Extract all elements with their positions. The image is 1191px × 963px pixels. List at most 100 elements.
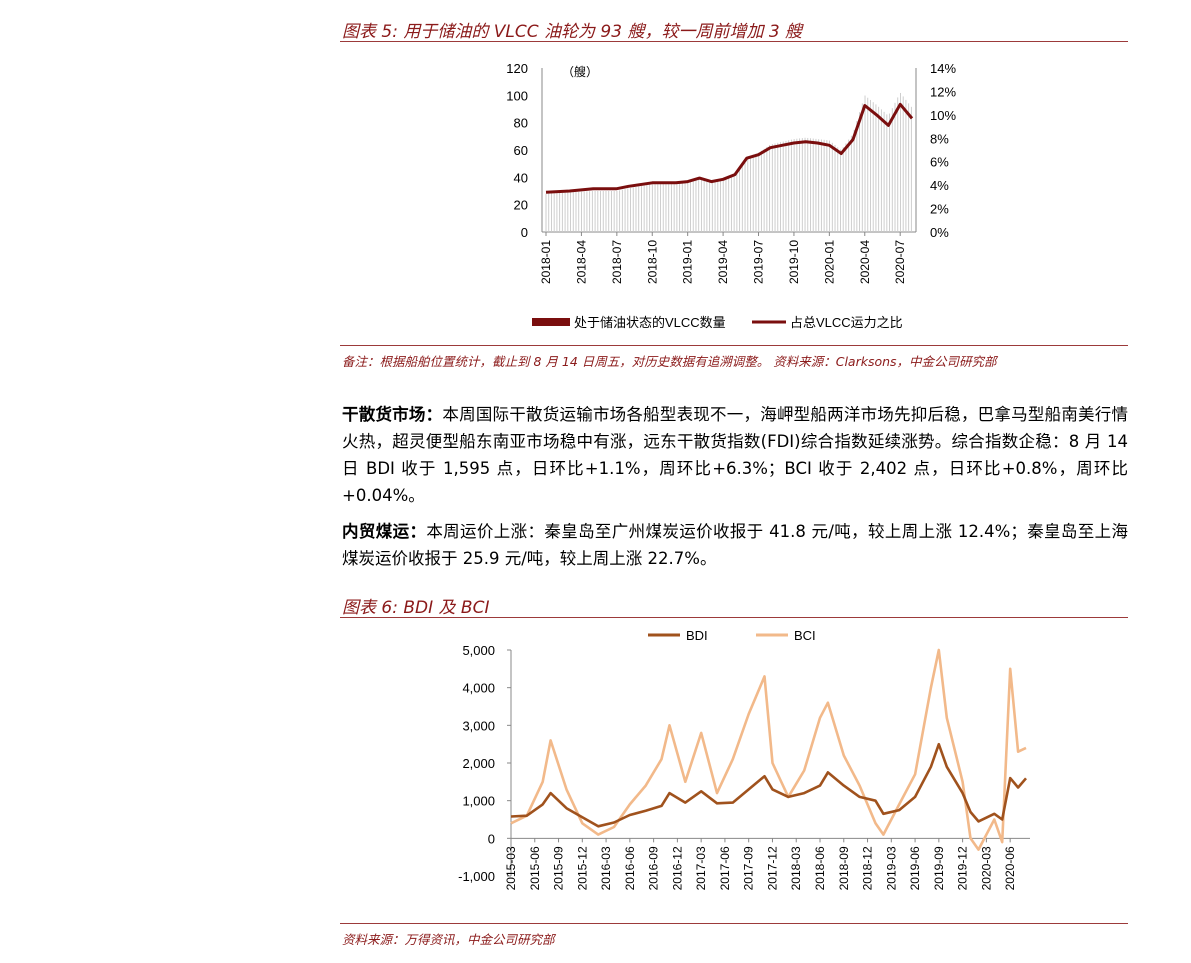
bar [690,181,691,232]
x-tick-label: 2015-06 [528,846,542,890]
x-tick-label: 2020-04 [858,240,872,284]
bar [829,140,831,232]
bar [875,104,877,232]
figure6-top-rule [340,617,1128,618]
bar [624,189,626,232]
bar [900,92,901,232]
bar [823,139,825,232]
bar [818,139,820,232]
y2-tick-label: 10% [930,108,956,123]
bar [567,192,569,232]
bar [763,148,765,232]
bar [788,140,790,232]
bar [717,181,719,232]
y-tick-label: 20 [514,198,528,213]
bar [608,191,610,232]
bar [861,103,863,232]
figure5-note: 备注：根据船舶位置统计，截止到 8 月 14 日周五，对历史数据有追溯调整。 资… [342,354,997,369]
bar [572,192,574,232]
unit-label: （艘） [562,64,598,79]
x-tick-label: 2018-10 [645,240,659,284]
y-tick-label: 0 [521,225,528,240]
y2-tick-label: 8% [930,131,949,146]
y-tick-label: 2,000 [462,756,495,771]
bar [845,143,847,232]
x-tick-label: 2017-06 [718,846,732,890]
legend-swatch-bar [532,318,570,326]
bar [594,191,596,232]
bar [553,193,555,232]
bar [810,138,811,232]
x-tick-label: 2019-03 [884,846,898,890]
bar [714,181,716,232]
bar [804,137,806,232]
bar [545,193,547,232]
x-tick-label: 2019-06 [908,846,922,890]
x-tick-label: 2017-09 [742,846,756,890]
bar [771,144,773,232]
x-tick-label: 2020-01 [822,240,836,284]
x-tick-label: 2018-01 [539,240,553,284]
bar [910,106,912,232]
bar [837,147,839,232]
bar [662,184,664,232]
bar [853,129,855,232]
line-series-bdi [510,742,1027,828]
bar [755,153,757,232]
paragraph-dry-bulk-lead: 干散货市场： [342,405,443,424]
y-tick-label: 40 [514,170,528,185]
bar [616,190,618,232]
x-tick-label: 2020-03 [979,846,993,890]
bar [812,138,814,232]
x-tick-label: 2019-01 [681,240,695,284]
paragraph-coal: 内贸煤运：本周运价上涨：秦皇岛至广州煤炭运价收报于 41.8 元/吨，较上周上涨… [342,518,1128,572]
x-tick-label: 2020-06 [1003,846,1017,890]
bar [673,184,675,232]
bar [602,191,604,232]
bar [741,163,743,232]
bar [630,187,631,232]
figure5-top-rule [340,41,1128,42]
bar-series [545,92,912,232]
bar [831,142,833,232]
y2-tick-label: 2% [930,202,949,217]
bar [670,184,672,232]
figure5-bottom-rule [340,345,1128,346]
bar [840,149,841,232]
bar [891,108,893,232]
bar [643,185,645,232]
bar [856,121,858,232]
bar [621,189,623,232]
x-tick-label: 2018-12 [861,846,875,890]
bar [785,140,787,232]
x-tick-label: 2015-12 [575,846,589,890]
paragraph-dry-bulk-body: 本周国际干散货运输市场各船型表现不一，海岬型船两洋市场先抑后稳，巴拿马型船南美行… [342,405,1129,505]
bar [782,141,784,232]
bar [635,186,637,232]
bar [750,155,751,232]
bar [548,193,550,232]
y-tick-label: -1,000 [458,869,495,884]
x-tick-label: 2019-07 [752,240,766,284]
bar [720,180,721,232]
x-tick-label: 2016-12 [670,846,684,890]
bar [692,180,694,232]
bar [883,111,885,232]
legend-label-line: 占总VLCC运力之比 [790,315,903,330]
y-tick-label: 3,000 [462,718,495,733]
bar [583,191,585,232]
bar [796,138,798,232]
x-tick-label: 2018-09 [837,846,851,890]
bar [665,184,667,232]
x-tick-label: 2018-07 [610,240,624,284]
bar [769,145,771,232]
bar [703,180,705,232]
bar [695,179,697,232]
bar [894,102,896,232]
bar [640,186,642,232]
bar [679,183,681,232]
bar [867,97,869,232]
line-series-bci [510,648,1027,851]
bar [790,139,792,232]
bar [859,112,861,232]
